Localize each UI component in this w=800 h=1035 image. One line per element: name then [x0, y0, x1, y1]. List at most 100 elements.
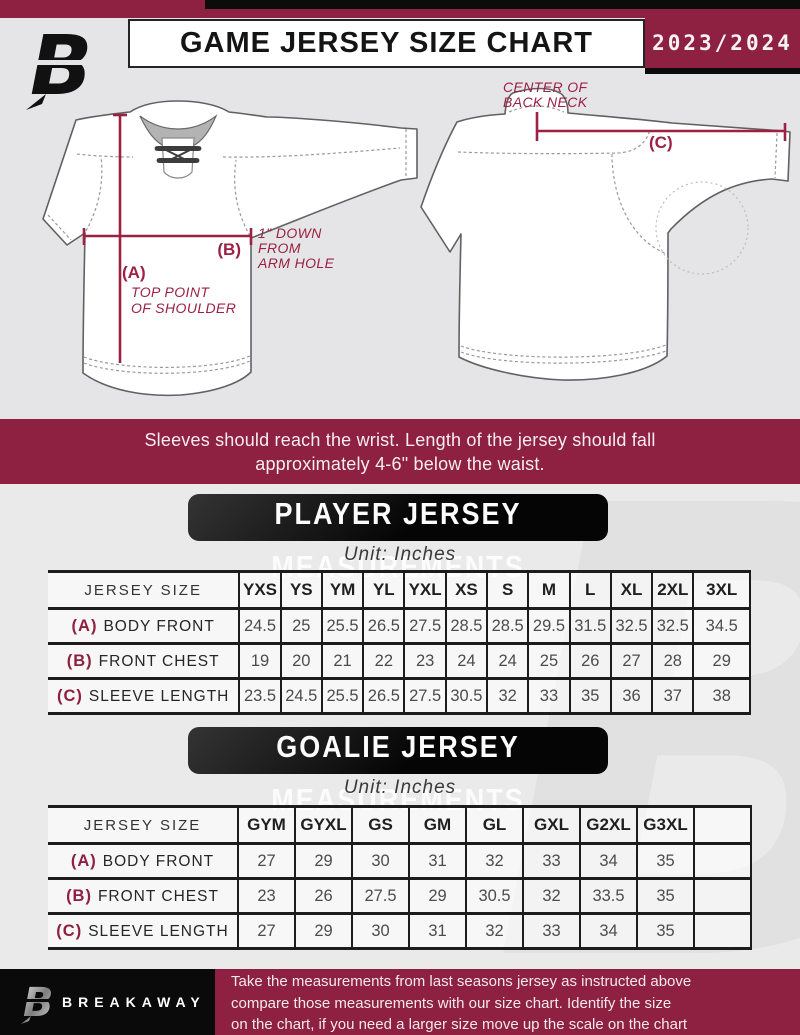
size-column-header [693, 805, 752, 845]
player-section-header: PLAYER JERSEY MEASUREMENTS [188, 494, 608, 584]
front-laces-icon [154, 146, 202, 163]
footer-instructions: Take the measurements from last seasons … [215, 969, 800, 1035]
jersey-diagram [42, 87, 791, 397]
footer-brand-name: BREAKAWAY [62, 994, 206, 1010]
measurement-value-cell: 36 [609, 677, 654, 715]
back-jersey-outline [420, 87, 791, 381]
size-column-header: G3XL [636, 805, 695, 845]
goalie-unit-label: Unit: Inches [343, 777, 457, 798]
measurement-value-cell: 35 [636, 912, 695, 950]
measurement-value-cell: 32 [522, 877, 581, 915]
footer-brand-block: B BREAKAWAY [0, 969, 215, 1035]
measurement-row-label: (B) FRONT CHEST [48, 877, 239, 915]
page-title-text: GAME JERSEY SIZE CHART [179, 27, 594, 59]
measurement-value-cell: 22 [362, 642, 406, 680]
measurement-value-cell: 25.5 [320, 607, 365, 645]
measurement-value-cell: 33 [522, 912, 581, 950]
size-column-header: GXL [522, 805, 581, 845]
measurement-value-cell: 24 [486, 642, 530, 680]
measurement-value-cell: 30.5 [444, 677, 489, 715]
breakaway-logo-icon: B [22, 20, 102, 110]
size-column-header: YXL [403, 570, 447, 610]
measurement-value-cell: 26 [294, 877, 353, 915]
size-column-header: YM [320, 570, 365, 610]
table-row: (A) BODY FRONT 24.5 25 25.5 26.5 27.5 28.5 28.5 2… [48, 607, 751, 645]
measurement-value-cell: 34 [579, 912, 638, 950]
size-column-header: XS [444, 570, 489, 610]
fit-instructions-line1: Sleeves should reach the wrist. Length o… [144, 430, 656, 450]
player-unit-label: Unit: Inches [343, 544, 457, 565]
measurement-value-cell: 27 [237, 912, 296, 950]
measurement-value-cell: 35 [568, 677, 612, 715]
measurement-value-cell: 23 [237, 877, 296, 915]
measurement-value-cell: 28.5 [444, 607, 489, 645]
measurement-row-label: (C) SLEEVE LENGTH [48, 677, 241, 715]
table-row: (B) FRONT CHEST 23 26 27.5 29 30.5 32 33.5 35 [48, 877, 752, 915]
measurement-value-cell: 34 [579, 842, 638, 880]
footer-line1: Take the measurements from last seasons … [231, 973, 692, 990]
measurement-value-cell: 31 [408, 842, 467, 880]
back-shoulder-circle [655, 181, 749, 275]
label-a: (A) [122, 263, 146, 282]
table-row: (C) SLEEVE LENGTH 23.5 24.5 25.5 26.5 27.5 30.5… [48, 677, 751, 715]
size-column-header: 3XL [692, 570, 751, 610]
measurement-value-cell: 29.5 [527, 607, 571, 645]
measurement-value-cell: 27.5 [403, 607, 447, 645]
measurement-value-cell: 38 [692, 677, 751, 715]
measurement-value-cell: 23 [403, 642, 447, 680]
size-column-header: YXS [238, 570, 282, 610]
measurement-value-cell: 33 [522, 842, 581, 880]
measurement-value-cell: 24 [444, 642, 489, 680]
measurement-value-cell [693, 912, 752, 950]
measurement-value-cell: 35 [636, 877, 695, 915]
measurement-value-cell: 25 [527, 642, 571, 680]
label-c: (C) [649, 133, 673, 152]
table-row: (C) SLEEVE LENGTH 27 29 30 31 32 33 34 35 [48, 912, 752, 950]
measurement-value-cell: 25 [279, 607, 323, 645]
measurement-value-cell: 26 [568, 642, 612, 680]
measurement-value-cell: 21 [320, 642, 365, 680]
center-back-neck-note: CENTER OF BACK NECK [503, 79, 588, 110]
measurement-value-cell: 19 [238, 642, 282, 680]
measurement-value-cell: 28.5 [486, 607, 530, 645]
measurement-value-cell: 25.5 [320, 677, 365, 715]
footer-line3: on the chart, if you need a larger size … [231, 1016, 688, 1033]
measurement-value-cell: 29 [294, 842, 353, 880]
size-column-header: GS [351, 805, 410, 845]
measurement-row-label: (B) FRONT CHEST [48, 642, 241, 680]
season-badge-shadow [645, 68, 800, 74]
footer-line2: compare those measurements with our size… [231, 994, 672, 1012]
size-column-header: GYM [237, 805, 296, 845]
size-column-header: L [568, 570, 612, 610]
season-badge: 2023/2024 [645, 18, 800, 68]
measurement-value-cell [693, 877, 752, 915]
size-column-header: GL [465, 805, 524, 845]
measurement-value-cell: 23.5 [238, 677, 282, 715]
size-column-header: M [527, 570, 571, 610]
measurement-value-cell: 27 [237, 842, 296, 880]
measurement-value-cell: 32 [486, 677, 530, 715]
measurement-value-cell: 27 [609, 642, 654, 680]
front-stitching [47, 129, 407, 374]
page-title: GAME JERSEY SIZE CHART [128, 19, 645, 68]
measurement-value-cell: 24.5 [238, 607, 282, 645]
measurement-value-cell: 33.5 [579, 877, 638, 915]
top-point-note: TOP POINT OF SHOULDER [131, 284, 237, 316]
breakaway-footer-logo-icon: B [20, 980, 54, 1024]
measurement-value-cell: 33 [527, 677, 571, 715]
size-column-header: GYXL [294, 805, 353, 845]
measurement-value-cell [693, 842, 752, 880]
measurement-row-label: (A) BODY FRONT [48, 842, 239, 880]
goalie-size-table: JERSEY SIZE GYM GYXL GS GM GL GXL G2XL G3XL (A) BO… [48, 805, 752, 950]
top-black-strip [205, 0, 800, 9]
season-badge-text: 2023/2024 [652, 31, 793, 55]
size-column-header: XL [609, 570, 654, 610]
measurement-value-cell: 30.5 [465, 877, 524, 915]
measurement-row-label: (A) BODY FRONT [48, 607, 241, 645]
measurement-value-cell: 32.5 [609, 607, 654, 645]
table-row: (A) BODY FRONT 27 29 30 31 32 33 34 35 [48, 842, 752, 880]
size-column-header: 2XL [651, 570, 695, 610]
fit-instructions-line2: approximately 4-6" below the waist. [255, 454, 545, 474]
measurement-value-cell: 32 [465, 912, 524, 950]
